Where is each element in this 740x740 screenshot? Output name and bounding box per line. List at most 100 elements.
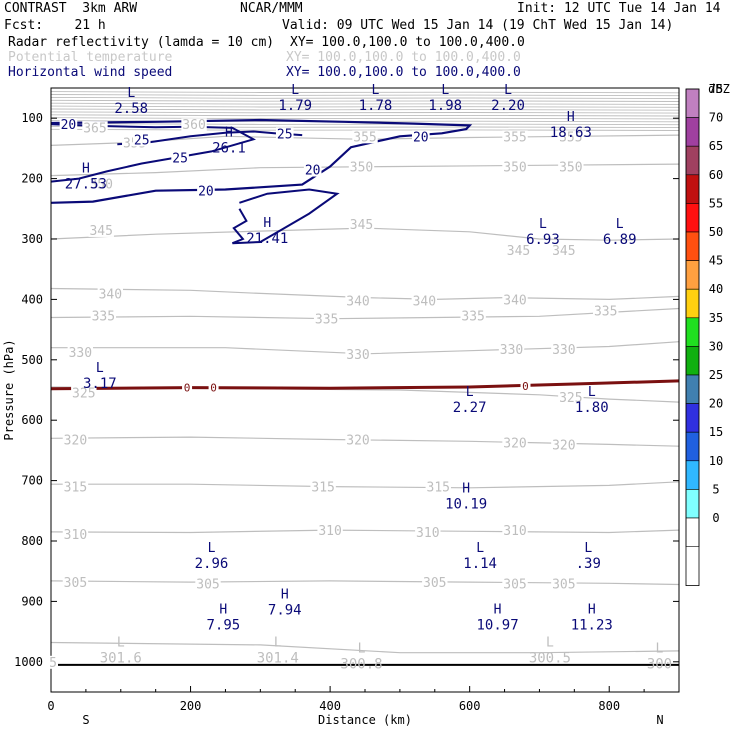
theta-label: 320	[503, 437, 526, 452]
y-tick-label: 100	[21, 111, 43, 125]
freezing-label-bg	[520, 379, 531, 392]
theta-label: 320	[346, 434, 369, 449]
theta-label-bg	[317, 524, 343, 538]
theta-label: 330	[500, 343, 523, 358]
colorbar-level: 75	[709, 82, 723, 96]
theta-label-bg	[502, 130, 528, 144]
theta-label-bg	[62, 576, 89, 590]
wind-label: 20	[413, 130, 429, 145]
colorbar-level: 20	[709, 397, 723, 411]
extremum-letter: H	[225, 125, 233, 140]
extremum-value: 6.93	[526, 232, 560, 248]
extremum-value: 2.58	[114, 101, 148, 117]
theta-label-bg	[313, 312, 340, 326]
theta-label-bg	[348, 160, 375, 174]
theta-label: 305	[552, 577, 575, 592]
theta-label: 320	[552, 438, 575, 453]
theta-label: 315	[427, 481, 450, 496]
theta-label-bg	[505, 243, 532, 257]
y-tick-label: 300	[21, 232, 43, 246]
theta-label-bg	[502, 524, 528, 538]
theta-label-bg	[551, 438, 577, 452]
wind-contour-20-closed	[232, 188, 340, 245]
theta-label-bg	[97, 287, 124, 301]
extremum-value: 10.19	[445, 497, 487, 513]
extremum-letter: L	[274, 636, 282, 651]
theta-isentrope	[50, 436, 680, 447]
extremum-letter: L	[358, 642, 366, 657]
y-tick-label: 400	[21, 292, 43, 306]
theta-label: 345	[552, 244, 575, 259]
y-tick-label: 500	[21, 353, 43, 367]
colorbar-swatch	[685, 317, 700, 347]
theta-label: 335	[92, 310, 115, 325]
init-time: Init: 12 UTC Tue 14 Jan 14	[517, 1, 721, 16]
y-axis-label: Pressure (hPa)	[2, 339, 16, 440]
theta-label: 340	[503, 293, 526, 308]
x-tick-label: 600	[459, 699, 481, 713]
extremum-value: 27.53	[65, 177, 107, 193]
theta-label-bg	[48, 655, 58, 669]
theta-label-bg	[71, 386, 97, 400]
theta-label-bg	[62, 527, 89, 541]
theta-isentrope	[50, 94, 680, 97]
extremum-letter: L	[466, 385, 474, 400]
wind-label: 20	[305, 164, 321, 179]
org-label: NCAR/MMM	[240, 1, 303, 16]
theta-isentrope	[50, 96, 680, 100]
colorbar-swatch	[685, 231, 700, 261]
field2-xy: XY= 100.0,100.0 to 100.0,400.0	[286, 50, 521, 65]
x-tick-label: 0	[47, 699, 54, 713]
wind-label-bg	[132, 133, 151, 147]
wind-label-bg	[275, 127, 294, 141]
extremum-value: 300.8	[340, 657, 382, 673]
colorbar-swatch	[685, 460, 700, 490]
theta-isentrope	[50, 529, 680, 534]
theta-isentrope	[50, 641, 680, 654]
theta-isentrope	[51, 481, 680, 489]
theta-label: 350	[503, 161, 526, 176]
theta-label-bg	[558, 160, 584, 174]
extremum-letter: L	[208, 541, 216, 556]
theta-label-bg	[62, 433, 89, 447]
theta-label: 315	[64, 481, 87, 496]
theta-label-bg	[88, 223, 114, 237]
theta-isentrope	[50, 114, 680, 117]
y-tick-label: 600	[21, 413, 43, 427]
theta-label: 310	[318, 524, 341, 539]
theta-label: 335	[461, 310, 484, 325]
theta-label: 325	[559, 391, 582, 406]
theta-label-bg	[345, 433, 371, 447]
theta-isentrope	[50, 307, 680, 320]
y-tick-label: 800	[21, 534, 43, 548]
extremum-letter: H	[219, 602, 227, 617]
valid-time: Valid: 09 UTC Wed 15 Jan 14 (19 ChT Wed …	[282, 18, 674, 33]
extremum-value: 1.79	[278, 98, 312, 114]
theta-label: 345	[89, 224, 112, 239]
colorbar-frame	[685, 88, 700, 587]
field3-xy: XY= 100.0,100.0 to 100.0,400.0	[286, 65, 521, 80]
colorbar-level: 10	[709, 454, 723, 468]
wind-label-bg	[59, 118, 78, 132]
x-tick-label: 400	[319, 699, 341, 713]
extremum-value: 2.96	[195, 556, 229, 572]
theta-label-bg	[502, 577, 528, 591]
extremum-letter: L	[546, 636, 554, 651]
theta-label-bg	[411, 294, 438, 308]
freezing-level-line	[50, 379, 680, 391]
freezing-label-bg	[182, 381, 193, 394]
theta-label-bg	[502, 293, 528, 307]
extremum-letter: L	[588, 385, 596, 400]
extremum-value: 301.6	[100, 651, 142, 667]
theta-label-bg	[551, 342, 577, 356]
colorbar-level: 70	[709, 111, 723, 125]
extremum-value: 1.98	[428, 98, 462, 114]
theta-label-bg	[62, 480, 89, 494]
theta-label: 350	[350, 161, 373, 176]
theta-label-bg	[460, 309, 486, 323]
theta-label: 345	[507, 244, 530, 259]
theta-label: 350	[559, 161, 582, 176]
extremum-letter: L	[656, 642, 664, 657]
extremum-value: 6.89	[603, 232, 637, 248]
